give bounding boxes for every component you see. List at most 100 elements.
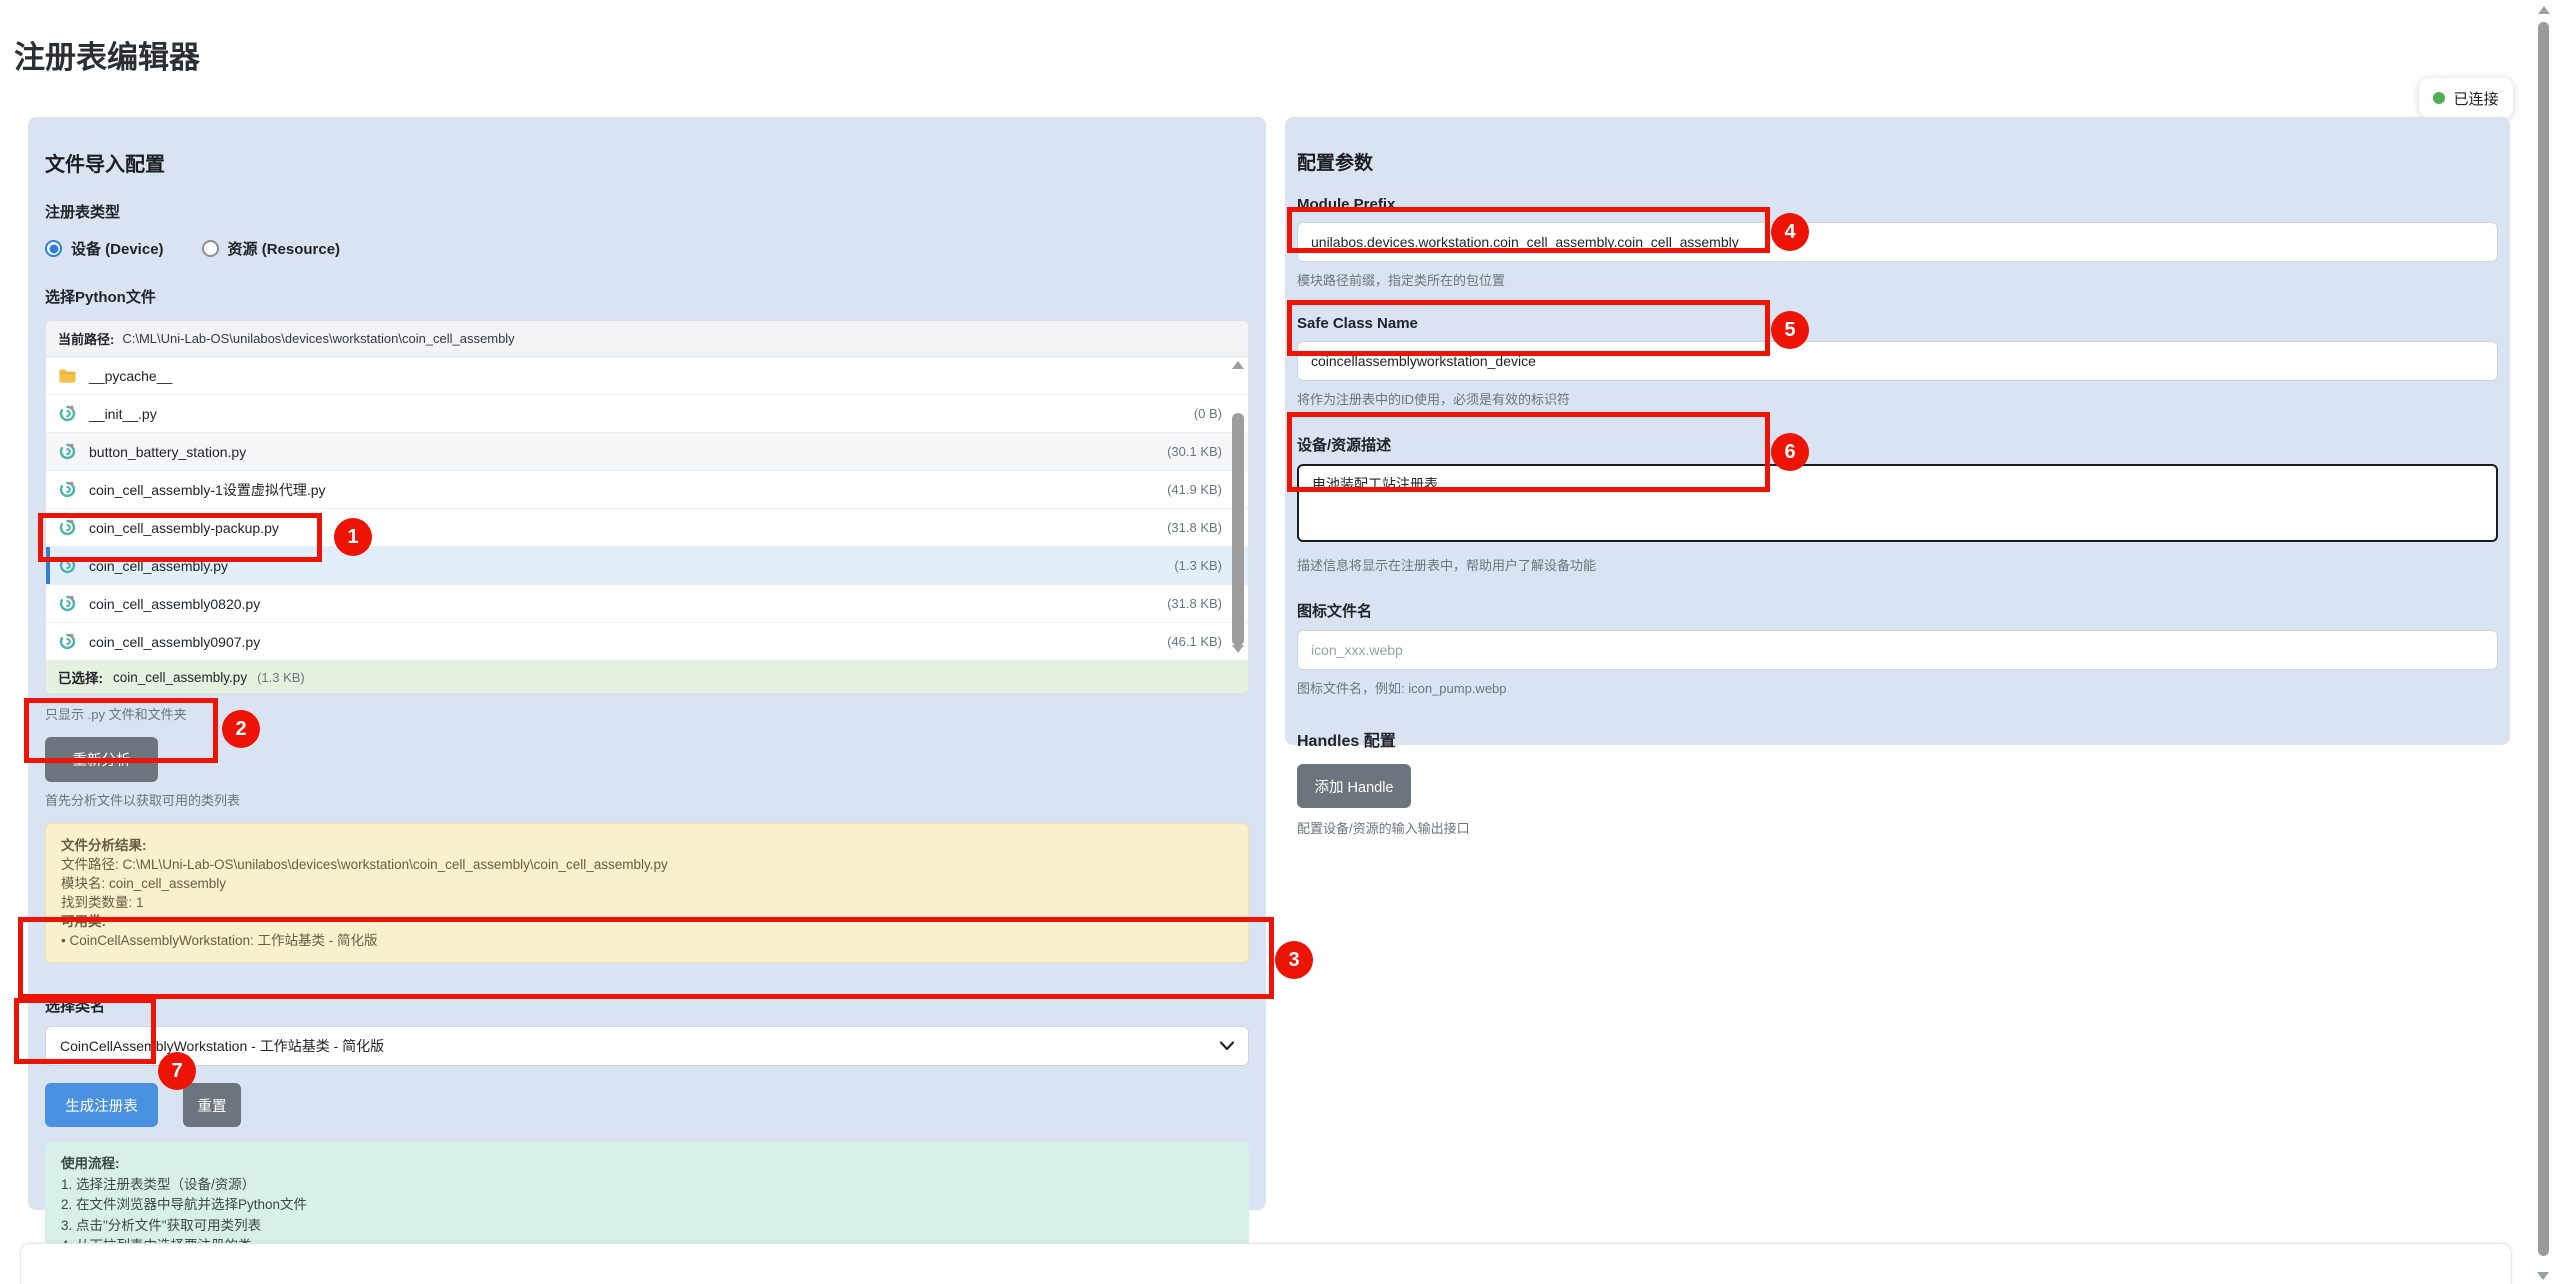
radio-resource[interactable]: 资源 (Resource): [201, 238, 341, 259]
radio-device[interactable]: 设备 (Device): [45, 238, 164, 259]
add-handle-button[interactable]: 添加 Handle: [1297, 764, 1411, 808]
file-name: coin_cell_assembly0907.py: [89, 633, 261, 650]
current-path-value: C:\ML\Uni-Lab-OS\unilabos\devices\workst…: [122, 331, 515, 346]
connection-status-badge: 已连接: [2419, 78, 2513, 118]
safe-class-name-input[interactable]: [1297, 341, 2498, 381]
analysis-module-name: 模块名: coin_cell_assembly: [61, 876, 227, 891]
module-prefix-group: Module Prefix 模块路径前缀，指定类所在的包位置: [1297, 196, 2498, 289]
file-import-panel: 文件导入配置 注册表类型 设备 (Device) 资源 (Resource) 选…: [28, 117, 1266, 1284]
icon-file-label: 图标文件名: [1297, 603, 1373, 620]
page-title: 注册表编辑器: [14, 40, 200, 75]
class-select[interactable]: CoinCellAssemblyWorkstation - 工作站基类 - 简化…: [45, 1026, 1249, 1066]
bottom-card: [20, 1243, 2512, 1284]
radio-device-label: 设备 (Device): [71, 241, 164, 258]
safe-class-name-label: Safe Class Name: [1297, 315, 1418, 332]
generate-registry-button[interactable]: 生成注册表: [45, 1083, 158, 1127]
file-size: (31.8 KB): [1167, 596, 1222, 611]
icon-file-input[interactable]: [1297, 630, 2498, 670]
file-import-heading: 文件导入配置: [45, 154, 165, 176]
class-select-value: CoinCellAssemblyWorkstation - 工作站基类 - 简化…: [60, 1038, 385, 1054]
scroll-up-icon[interactable]: [1232, 361, 1244, 369]
file-size: (30.1 KB): [1167, 444, 1222, 459]
description-hint: 描述信息将显示在注册表中，帮助用户了解设备功能: [1297, 558, 1597, 573]
safe-class-name-hint: 将作为注册表中的ID使用，必须是有效的标识符: [1297, 392, 1571, 407]
file-row[interactable]: button_battery_station.py (30.1 KB): [46, 433, 1248, 471]
handles-hint: 配置设备/资源的输入输出接口: [1297, 821, 1470, 836]
file-list-scrollbar[interactable]: [1231, 361, 1245, 653]
file-row[interactable]: coin_cell_assembly-1设置虚拟代理.py (41.9 KB): [46, 471, 1248, 509]
module-prefix-hint: 模块路径前缀，指定类所在的包位置: [1297, 273, 1506, 288]
filter-hint: 只显示 .py 文件和文件夹: [45, 707, 187, 722]
annotation-circle-3: 3: [1275, 941, 1313, 979]
python-file-icon: [59, 557, 76, 574]
module-prefix-label: Module Prefix: [1297, 196, 1396, 213]
scroll-down-icon[interactable]: [1232, 645, 1244, 653]
page-scroll-down-icon[interactable]: [2537, 1272, 2549, 1280]
selected-file-name: coin_cell_assembly.py: [113, 669, 248, 685]
usage-step: 1. 选择注册表类型（设备/资源）: [61, 1176, 256, 1192]
registry-type-group: 设备 (Device) 资源 (Resource): [45, 238, 1249, 259]
safe-class-name-group: Safe Class Name 将作为注册表中的ID使用，必须是有效的标识符: [1297, 315, 2498, 408]
connected-dot-icon: [2433, 92, 2446, 104]
connection-status-label: 已连接: [2453, 90, 2499, 108]
file-list: __pycache__ __init__.py (0 B) button_bat…: [46, 357, 1248, 661]
handles-config-heading: Handles 配置: [1297, 733, 1396, 750]
selected-label: 已选择:: [58, 671, 103, 686]
analysis-result-title: 文件分析结果:: [61, 838, 147, 853]
python-file-icon: [59, 633, 76, 650]
file-name: coin_cell_assembly.py: [89, 557, 229, 574]
analysis-file-path: 文件路径: C:\ML\Uni-Lab-OS\unilabos\devices\…: [61, 857, 668, 872]
page-scrollbar-thumb[interactable]: [2538, 22, 2549, 1256]
analysis-result-box: 文件分析结果: 文件路径: C:\ML\Uni-Lab-OS\unilabos\…: [45, 823, 1249, 963]
file-name: coin_cell_assembly-1设置虚拟代理.py: [89, 481, 326, 498]
file-row[interactable]: coin_cell_assembly0907.py (46.1 KB): [46, 623, 1248, 661]
file-name: __pycache__: [89, 367, 173, 384]
file-row[interactable]: coin_cell_assembly0820.py (31.8 KB): [46, 585, 1248, 623]
file-name: coin_cell_assembly0820.py: [89, 595, 261, 612]
description-textarea[interactable]: [1297, 464, 2498, 542]
icon-file-group: 图标文件名 图标文件名，例如: icon_pump.webp: [1297, 600, 2498, 697]
folder-icon: [59, 369, 76, 383]
action-row: 生成注册表 重置: [45, 1083, 1249, 1127]
python-file-icon: [59, 443, 76, 460]
python-file-icon: [59, 519, 76, 536]
radio-device-icon[interactable]: [45, 240, 62, 257]
config-params-panel: 配置参数 Module Prefix 模块路径前缀，指定类所在的包位置 Safe…: [1285, 117, 2510, 836]
select-python-file-label: 选择Python文件: [45, 289, 156, 306]
file-row[interactable]: __pycache__: [46, 357, 1248, 395]
page-scrollbar[interactable]: [2535, 0, 2552, 1284]
description-group: 设备/资源描述 描述信息将显示在注册表中，帮助用户了解设备功能: [1297, 434, 2498, 574]
file-row[interactable]: __init__.py (0 B): [46, 395, 1248, 433]
file-row[interactable]: coin_cell_assembly-packup.py (31.8 KB): [46, 509, 1248, 547]
icon-file-hint: 图标文件名，例如: icon_pump.webp: [1297, 681, 1507, 696]
usage-step: 2. 在文件浏览器中导航并选择Python文件: [61, 1197, 308, 1212]
file-list-scrollbar-thumb[interactable]: [1232, 413, 1244, 646]
file-name: __init__.py: [89, 405, 157, 422]
analyze-hint: 首先分析文件以获取可用的类列表: [45, 793, 241, 808]
radio-resource-icon[interactable]: [201, 240, 219, 257]
current-path-bar: 当前路径: C:\ML\Uni-Lab-OS\unilabos\devices\…: [46, 321, 1248, 357]
file-size: (41.9 KB): [1167, 482, 1222, 497]
reset-button[interactable]: 重置: [183, 1083, 241, 1127]
python-file-icon: [59, 595, 76, 612]
page-scroll-up-icon[interactable]: [2537, 6, 2550, 14]
description-label: 设备/资源描述: [1297, 437, 1392, 454]
chevron-down-icon: [1220, 1041, 1234, 1051]
module-prefix-input[interactable]: [1297, 222, 2498, 262]
class-select-label: 选择类名: [45, 998, 106, 1015]
file-size: (0 B): [1193, 406, 1222, 421]
file-size: (1.3 KB): [1174, 558, 1222, 573]
file-size: (31.8 KB): [1167, 520, 1222, 535]
selected-file-size: (1.3 KB): [257, 669, 305, 685]
radio-resource-label: 资源 (Resource): [227, 241, 341, 258]
registry-type-label: 注册表类型: [45, 204, 121, 221]
analysis-class-count: 找到类数量: 1: [61, 895, 144, 910]
available-class-item: • CoinCellAssemblyWorkstation: 工作站基类 - 简…: [61, 933, 378, 948]
usage-flow-title: 使用流程:: [61, 1156, 120, 1171]
file-row[interactable]: coin_cell_assembly.py (1.3 KB): [46, 547, 1248, 585]
python-file-icon: [59, 481, 76, 498]
reanalyze-button[interactable]: 重新分析: [45, 737, 158, 782]
usage-step: 3. 点击"分析文件"获取可用类列表: [61, 1217, 262, 1233]
file-name: coin_cell_assembly-packup.py: [89, 519, 279, 536]
